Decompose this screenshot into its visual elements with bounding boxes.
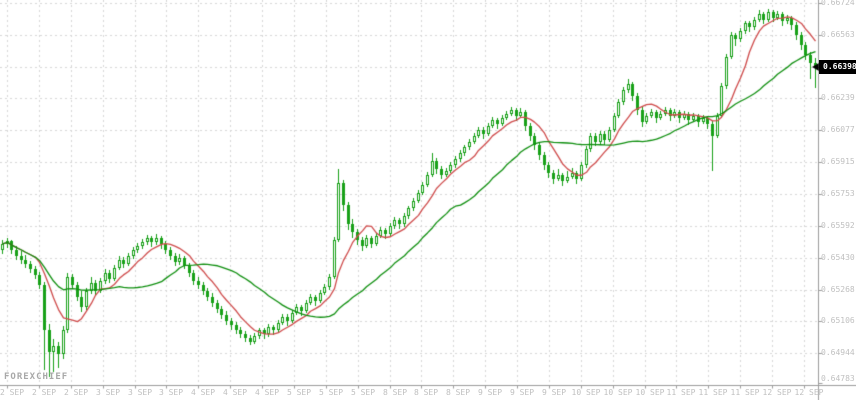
y-axis-label: 0.65430 bbox=[821, 253, 855, 262]
watermark: FOREXCHIEF bbox=[4, 372, 69, 382]
y-axis-label: 0.65106 bbox=[821, 316, 855, 325]
x-axis-label: 10 SEP bbox=[571, 388, 601, 397]
x-axis-label: 3 SEP bbox=[127, 388, 153, 397]
x-axis-label: 5 SEP bbox=[350, 388, 376, 397]
x-axis-label: 11 SEP bbox=[730, 388, 760, 397]
x-axis-label: 2 SEP bbox=[31, 388, 57, 397]
x-axis-label: 8 SEP bbox=[445, 388, 471, 397]
y-axis-label: 0.66724 bbox=[821, 0, 855, 7]
current-price-box: 0.66398 bbox=[819, 60, 856, 74]
x-axis-label: 2 SEP bbox=[0, 388, 25, 397]
y-axis-label: 0.65592 bbox=[821, 221, 855, 230]
x-axis-label: 9 SEP bbox=[509, 388, 535, 397]
y-axis-label: 0.65753 bbox=[821, 189, 855, 198]
x-axis-label: 10 SEP bbox=[635, 388, 665, 397]
x-axis-label: 3 SEP bbox=[158, 388, 184, 397]
x-axis-label: 8 SEP bbox=[382, 388, 408, 397]
x-axis-label: 11 SEP bbox=[698, 388, 728, 397]
x-axis-label: 4 SEP bbox=[254, 388, 280, 397]
x-axis-label: 10 SEP bbox=[603, 388, 633, 397]
x-axis-label: 9 SEP bbox=[477, 388, 503, 397]
x-axis-label: 8 SEP bbox=[413, 388, 439, 397]
y-axis-label: 0.65915 bbox=[821, 157, 855, 166]
x-axis-label: 5 SEP bbox=[286, 388, 312, 397]
y-axis-label: 0.66563 bbox=[821, 30, 855, 39]
y-axis-label: 0.66239 bbox=[821, 93, 855, 102]
y-axis-label: 0.64944 bbox=[821, 348, 855, 357]
y-axis-label: 0.64783 bbox=[821, 374, 855, 383]
x-axis-label: 4 SEP bbox=[190, 388, 216, 397]
x-axis-label: 12 SEP bbox=[794, 388, 824, 397]
x-axis-label: 11 SEP bbox=[666, 388, 696, 397]
y-axis-label: 0.66077 bbox=[821, 125, 855, 134]
y-axis-label: 0.65268 bbox=[821, 285, 855, 294]
x-axis-label: 4 SEP bbox=[222, 388, 248, 397]
x-axis-label: 9 SEP bbox=[541, 388, 567, 397]
x-axis-label: 2 SEP bbox=[63, 388, 89, 397]
x-axis-label: 12 SEP bbox=[762, 388, 792, 397]
x-axis-label: 3 SEP bbox=[95, 388, 121, 397]
x-axis-label: 5 SEP bbox=[318, 388, 344, 397]
